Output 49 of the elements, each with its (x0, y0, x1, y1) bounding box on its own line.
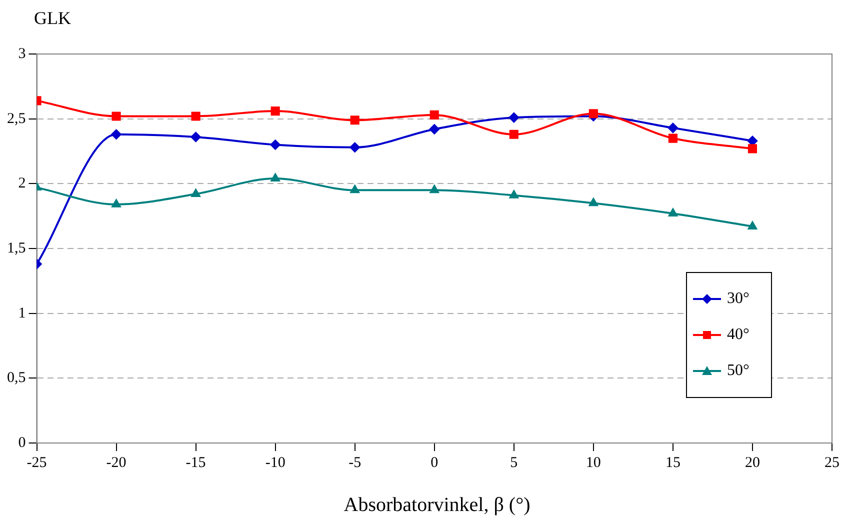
y-tick-label: 1,5 (7, 240, 26, 256)
point (668, 208, 678, 216)
point (588, 109, 598, 118)
x-tick-label: -20 (106, 454, 126, 471)
point (508, 112, 519, 123)
x-axis-title: Absorbatorvinkel, β (°) (342, 494, 532, 517)
point (270, 140, 280, 150)
point (270, 173, 280, 182)
point (111, 129, 122, 140)
point (350, 116, 360, 125)
x-tick-label: 5 (510, 454, 518, 471)
point (112, 199, 121, 208)
x-tick-label: -15 (186, 454, 206, 471)
point (430, 110, 439, 120)
y-tick-label: 0,5 (7, 370, 26, 386)
point (191, 112, 200, 121)
point (429, 124, 440, 134)
point (191, 189, 200, 198)
legend-label: 40° (727, 326, 750, 344)
y-tick-label: 0 (18, 434, 26, 451)
x-tick-label: 0 (430, 454, 438, 471)
y-tick-label: 3 (18, 46, 26, 62)
legend-label: 50° (727, 362, 750, 380)
point (190, 132, 201, 142)
y-tick-label: 1 (18, 305, 26, 322)
legend-label: 30° (727, 290, 750, 308)
point (668, 134, 678, 143)
x-tick-label: 20 (744, 454, 760, 471)
point (430, 185, 439, 194)
point (588, 198, 598, 206)
x-tick-label: 25 (824, 454, 840, 471)
point (350, 142, 360, 152)
point (509, 190, 518, 198)
y-axis-title: GLK (34, 8, 71, 29)
point (748, 221, 757, 230)
point (509, 130, 518, 139)
point (112, 112, 121, 121)
point (350, 185, 360, 194)
point (748, 144, 758, 154)
point (270, 106, 280, 116)
x-tick-label: -5 (348, 454, 362, 471)
y-tick-label: 2 (18, 176, 26, 192)
x-tick-label: 10 (586, 454, 601, 471)
point (747, 136, 758, 146)
x-tick-label: -10 (265, 454, 286, 471)
point (668, 122, 678, 133)
y-tick-label: 2,5 (7, 110, 26, 127)
x-tick-label: 15 (665, 454, 680, 471)
x-tick-label: -25 (26, 454, 47, 471)
